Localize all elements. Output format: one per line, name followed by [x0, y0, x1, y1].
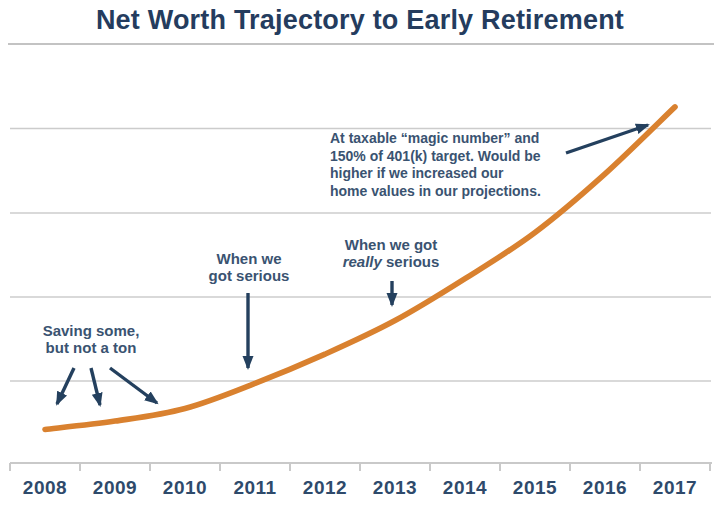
x-tick-label: 2014: [430, 477, 500, 499]
annotation-really-serious: When we got really serious: [329, 236, 453, 270]
x-tick-label: 2015: [500, 477, 570, 499]
annotation-line: higher if we increased our: [330, 165, 541, 183]
annotation-line: Saving some,: [36, 322, 146, 339]
x-tick-label: 2011: [220, 477, 290, 499]
x-tick-label: 2009: [80, 477, 150, 499]
annotation-magic-number: At taxable “magic number” and 150% of 40…: [330, 130, 541, 200]
x-axis-ticks: [10, 463, 710, 471]
x-tick-label: 2008: [10, 477, 80, 499]
annotation-line: When we: [196, 250, 302, 267]
annotation-line: home values in our projections.: [330, 183, 541, 201]
x-tick-label: 2012: [290, 477, 360, 499]
annotation-line: but not a ton: [36, 339, 146, 356]
annotation-serious: When we got serious: [196, 250, 302, 284]
saving-arrow-3: [110, 368, 157, 403]
x-tick-label: 2017: [640, 477, 710, 499]
x-tick-label: 2013: [360, 477, 430, 499]
annotation-line: really serious: [329, 253, 453, 270]
annotation-line: 150% of 401(k) target. Would be: [330, 148, 541, 166]
annotation-saving: Saving some, but not a ton: [36, 322, 146, 356]
x-tick-label: 2010: [150, 477, 220, 499]
x-axis-labels: 2008 2009 2010 2011 2012 2013 2014 2015 …: [10, 477, 710, 499]
page-title: Net Worth Trajectory to Early Retirement: [0, 5, 720, 36]
saving-arrow-2: [91, 368, 100, 405]
annotation-line: At taxable “magic number” and: [330, 130, 541, 148]
italic-word: really: [343, 253, 382, 270]
annotation-line: got serious: [196, 267, 302, 284]
x-tick-label: 2016: [570, 477, 640, 499]
saving-arrow-1: [57, 368, 74, 404]
annotation-line: When we got: [329, 236, 453, 253]
